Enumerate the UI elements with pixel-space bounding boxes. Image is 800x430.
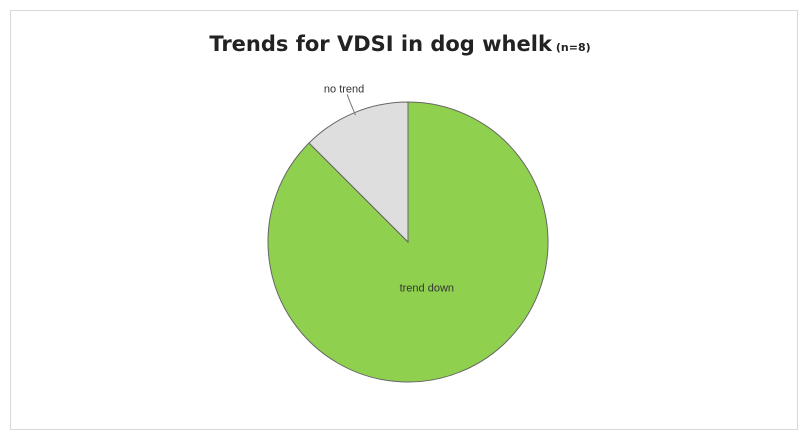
pie-chart: trend down no trend xyxy=(267,83,549,383)
chart-subtitle: (n=8) xyxy=(555,41,591,54)
chart-title-text: Trends for VDSI in dog whelk xyxy=(209,32,552,56)
chart-title: Trends for VDSI in dog whelk (n=8) xyxy=(0,32,800,56)
slice-label-trend-down: trend down xyxy=(400,282,454,294)
pie-slices xyxy=(267,101,549,383)
pie-labels: trend down no trend xyxy=(324,83,454,294)
leader-line-no-trend xyxy=(346,94,356,116)
slice-label-no-trend: no trend xyxy=(324,83,364,95)
